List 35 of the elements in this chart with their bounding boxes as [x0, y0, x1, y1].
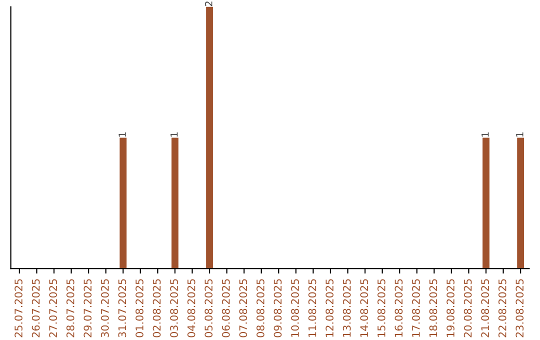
data-label: 1	[118, 132, 126, 137]
x-tick-label: 25.07.2025	[14, 279, 22, 338]
x-tick-label: 06.08.2025	[222, 279, 230, 338]
x-tick-label: 23.08.2025	[516, 279, 524, 338]
x-tick-label: 05.08.2025	[204, 279, 213, 338]
x-tick-label: 19.08.2025	[446, 279, 454, 337]
data-label: 1	[516, 132, 524, 137]
x-tick-label: 16.08.2025	[394, 279, 403, 337]
x-tick-label: 13.08.2025	[342, 279, 351, 337]
x-tick-label: 31.07.2025	[118, 279, 126, 338]
x-tick-label: 20.08.2025	[464, 279, 472, 338]
x-tick-label: 26.07.2025	[32, 279, 40, 338]
x-tick-label: 12.08.2025	[326, 279, 334, 337]
x-tick-label: 14.08.2025	[360, 279, 368, 337]
x-tick-label: 22.08.2025	[498, 279, 506, 338]
x-tick-label: 29.07.2025	[84, 279, 92, 338]
x-tick-label: 28.07.2025	[66, 279, 74, 338]
x-tick-label: 08.08.2025	[256, 279, 264, 338]
x-tick-label: 02.08.2025	[152, 279, 161, 338]
x-tick-label: 30.07.2025	[100, 279, 109, 338]
x-tick-label: 11.08.2025	[308, 279, 316, 337]
x-tick-label: 01.08.2025	[136, 279, 144, 338]
x-tick-label: 27.07.2025	[49, 279, 58, 338]
data-label: 2	[204, 2, 212, 6]
x-tick-label: 07.08.2025	[239, 279, 248, 338]
data-label: 1	[170, 132, 178, 137]
x-tick-label: 18.08.2025	[429, 279, 438, 337]
x-tick-label: 10.08.2025	[291, 279, 299, 337]
x-tick-label: 17.08.2025	[412, 279, 420, 337]
x-tick-label: 15.08.2025	[377, 279, 386, 337]
data-label: 1	[482, 132, 489, 137]
x-tick-label: 09.08.2025	[274, 279, 282, 338]
x-tick-label: 04.08.2025	[187, 279, 196, 338]
x-tick-label: 21.08.2025	[481, 279, 490, 338]
x-tick-label: 03.08.2025	[170, 279, 178, 338]
